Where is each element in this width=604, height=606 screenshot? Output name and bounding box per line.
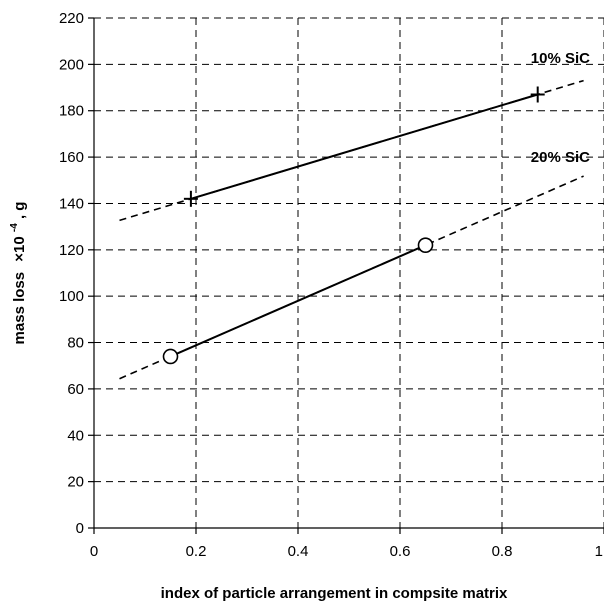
y-axis-title-main: mass loss [11,272,28,345]
x-axis-title: index of particle arrangement in compsit… [161,585,508,602]
tick-labels: 0 20 40 60 80 100 120 140 160 180 200 220 0 0.2 0.4 0.6… [59,10,603,560]
series-label: 10% SiC [531,50,590,67]
y-tick-label: 180 [59,103,84,120]
x-tick-label: 0.2 [186,543,207,560]
y-tick-label: 80 [67,335,84,352]
series-2: 20% SiC [119,149,590,380]
series-1: 10% SiC [119,50,590,222]
y-axis-title: mass loss ×10 -4 , g [4,202,28,345]
x-tick-label: 0.4 [288,543,309,560]
series-label: 20% SiC [531,149,590,166]
x-tick-label: 0.6 [390,543,411,560]
fit-line-solid [190,93,538,200]
data-point-plus [183,190,198,207]
data-point-circle [417,237,434,253]
y-axis-title-exponent: -4 [9,223,20,232]
x-tick-label: 1 [595,543,603,560]
series: 10% SiC 20% SiC [119,50,590,380]
grid [94,17,604,528]
y-tick-label: 200 [59,56,84,73]
y-tick-label: 0 [76,520,84,537]
data-point-circle [162,348,179,365]
y-tick-label: 220 [59,10,84,27]
fit-line-solid [170,244,426,358]
y-tick-label: 40 [67,427,84,444]
y-axis-title-unit: , g [11,202,28,220]
x-tick-label: 0 [90,543,98,560]
y-tick-label: 160 [59,149,84,166]
x-tick-label: 0.8 [492,543,513,560]
y-tick-label: 100 [59,288,84,305]
axes [88,17,604,534]
data-point-plus [530,86,545,103]
y-tick-label: 60 [67,381,84,398]
y-tick-label: 20 [67,474,84,491]
y-tick-label: 140 [59,195,84,212]
y-tick-label: 120 [59,242,84,259]
y-axis-title-multiplier: ×10 [11,236,28,261]
